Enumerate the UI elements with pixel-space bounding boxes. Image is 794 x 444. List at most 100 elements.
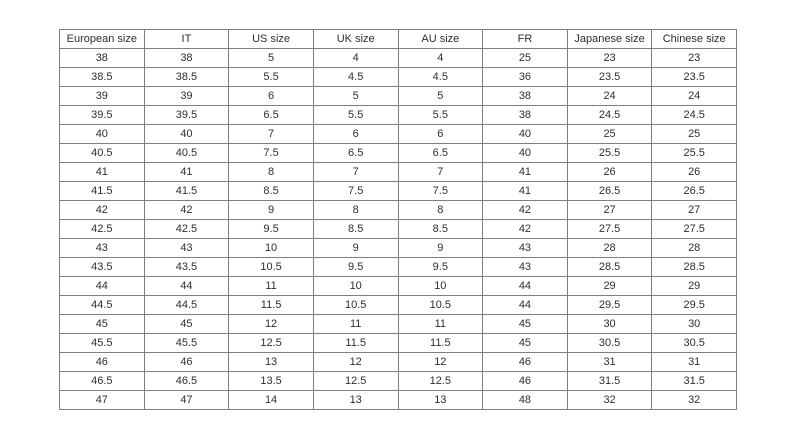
table-row: 41.5 41.5 8.5 7.5 7.5 41 26.5 26.5 <box>59 181 737 201</box>
table-cell: 39 <box>143 86 230 106</box>
table-cell: 44.5 <box>143 295 230 315</box>
table-cell: 38 <box>143 48 230 68</box>
table-cell: 11 <box>228 276 314 296</box>
table-cell: 6.5 <box>228 105 314 125</box>
table-cell: 46 <box>143 352 230 372</box>
table-cell: 28 <box>651 238 737 258</box>
table-cell: 7.5 <box>397 181 484 201</box>
table-cell: 13 <box>228 352 314 372</box>
table-cell: 10.5 <box>312 295 399 315</box>
table-cell: 43 <box>482 238 568 258</box>
table-cell: 5 <box>228 48 314 68</box>
table-cell: 42 <box>482 200 568 220</box>
table-cell: 8 <box>397 200 484 220</box>
table-cell: 42.5 <box>143 219 230 239</box>
table-row: 43.5 43.5 10.5 9.5 9.5 43 28.5 28.5 <box>59 257 737 277</box>
table-cell: 24 <box>651 86 737 106</box>
table-cell: 13.5 <box>228 371 314 391</box>
table-cell: 4.5 <box>397 67 484 87</box>
table-cell: 30.5 <box>651 333 737 353</box>
table-cell: 11.5 <box>397 333 484 353</box>
table-cell: 5.5 <box>228 67 314 87</box>
table-row: 45.5 45.5 12.5 11.5 11.5 45 30.5 30.5 <box>59 333 737 353</box>
table-body: 38 38 5 4 4 25 23 23 38.5 38.5 5.5 4.5 4.5 36 23.5 23.5… <box>59 48 737 410</box>
table-cell: 6 <box>397 124 484 144</box>
table-cell: 44 <box>482 295 568 315</box>
table-cell: 5 <box>397 86 484 106</box>
table-cell: 29 <box>651 276 737 296</box>
table-cell: 25 <box>566 124 653 144</box>
table-cell: 42.5 <box>59 219 145 239</box>
table-cell: 40 <box>482 143 568 163</box>
table-cell: 7 <box>228 124 314 144</box>
table-cell: 43 <box>143 238 230 258</box>
table-cell: 29 <box>566 276 653 296</box>
column-header-us-size: US size <box>228 29 314 49</box>
table-cell: 5.5 <box>397 105 484 125</box>
table-cell: 4 <box>312 48 399 68</box>
table-cell: 38.5 <box>59 67 145 87</box>
table-cell: 27 <box>566 200 653 220</box>
table-cell: 10.5 <box>397 295 484 315</box>
table-cell: 11.5 <box>228 295 314 315</box>
table-cell: 45 <box>143 314 230 334</box>
table-cell: 41 <box>482 162 568 182</box>
table-cell: 7 <box>312 162 399 182</box>
table-cell: 27.5 <box>566 219 653 239</box>
table-cell: 25 <box>482 48 568 68</box>
table-row: 41 41 8 7 7 41 26 26 <box>59 162 737 182</box>
table-head: European size IT US size UK size AU size… <box>59 29 737 49</box>
table-cell: 40 <box>482 124 568 144</box>
column-header-it: IT <box>143 29 230 49</box>
column-header-european-size: European size <box>59 29 145 49</box>
table-cell: 4 <box>397 48 484 68</box>
column-header-fr: FR <box>482 29 568 49</box>
table-cell: 28 <box>566 238 653 258</box>
table-cell: 7 <box>397 162 484 182</box>
table-cell: 23 <box>566 48 653 68</box>
table-cell: 5.5 <box>312 105 399 125</box>
table-cell: 43.5 <box>59 257 145 277</box>
table-row: 39.5 39.5 6.5 5.5 5.5 38 24.5 24.5 <box>59 105 737 125</box>
table-cell: 24.5 <box>651 105 737 125</box>
table-cell: 31.5 <box>651 371 737 391</box>
table-cell: 45.5 <box>143 333 230 353</box>
table-cell: 44 <box>482 276 568 296</box>
table-cell: 8.5 <box>397 219 484 239</box>
table-cell: 25 <box>651 124 737 144</box>
table-cell: 32 <box>566 390 653 410</box>
table-cell: 38 <box>482 86 568 106</box>
table-cell: 25.5 <box>651 143 737 163</box>
table-cell: 39 <box>59 86 145 106</box>
table-cell: 13 <box>397 390 484 410</box>
table-cell: 44 <box>59 276 145 296</box>
table-cell: 8 <box>312 200 399 220</box>
table-cell: 40.5 <box>143 143 230 163</box>
table-row: 42 42 9 8 8 42 27 27 <box>59 200 737 220</box>
table-cell: 45.5 <box>59 333 145 353</box>
table-cell: 28.5 <box>566 257 653 277</box>
table-cell: 26.5 <box>651 181 737 201</box>
table-cell: 9 <box>397 238 484 258</box>
table-cell: 47 <box>59 390 145 410</box>
column-header-japanese-size: Japanese size <box>566 29 653 49</box>
table-cell: 24 <box>566 86 653 106</box>
column-header-au-size: AU size <box>397 29 484 49</box>
table-cell: 8.5 <box>312 219 399 239</box>
table-cell: 45 <box>59 314 145 334</box>
table-cell: 47 <box>143 390 230 410</box>
table-cell: 6 <box>312 124 399 144</box>
table-cell: 28.5 <box>651 257 737 277</box>
table-cell: 41 <box>143 162 230 182</box>
table-cell: 46 <box>482 371 568 391</box>
table-cell: 38 <box>482 105 568 125</box>
table-cell: 45 <box>482 314 568 334</box>
table-cell: 46 <box>482 352 568 372</box>
table-cell: 6.5 <box>397 143 484 163</box>
table-cell: 11 <box>312 314 399 334</box>
table-cell: 13 <box>312 390 399 410</box>
table-cell: 12 <box>397 352 484 372</box>
table-cell: 14 <box>228 390 314 410</box>
table-cell: 27 <box>651 200 737 220</box>
